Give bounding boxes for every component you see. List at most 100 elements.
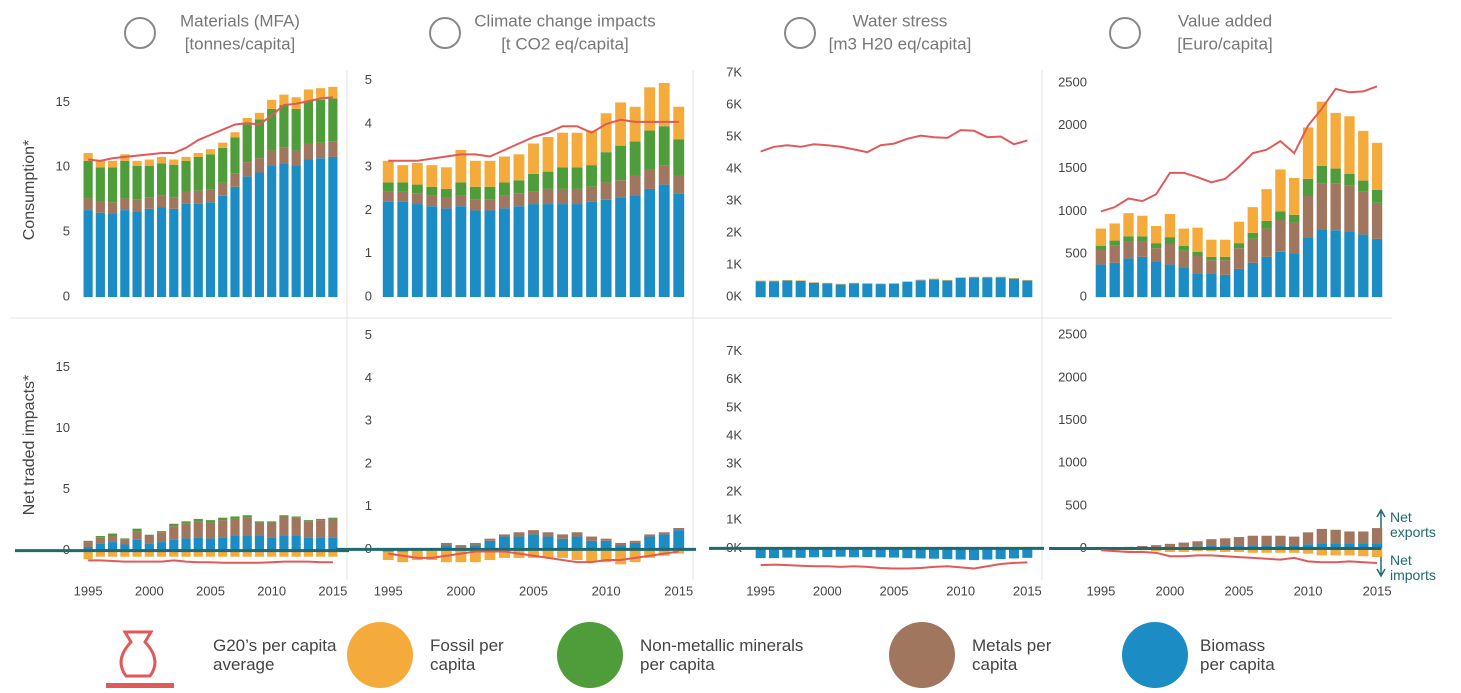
bar-segment: [600, 538, 612, 541]
bar-segment: [586, 186, 598, 202]
bar-segment: [902, 281, 913, 282]
bar-segment: [303, 159, 313, 298]
bar-segment: [397, 551, 409, 563]
bar-segment: [1009, 548, 1019, 559]
bar-segment: [1358, 234, 1369, 298]
bar-segment: [469, 542, 481, 546]
bar-segment: [1192, 541, 1203, 547]
y-tick-label: 2: [365, 202, 372, 217]
bar-segment: [267, 537, 277, 551]
bar-segment: [181, 156, 191, 161]
y-tick-label: 2500: [1058, 327, 1087, 342]
average-line: [88, 559, 333, 564]
bar-segment: [1316, 101, 1328, 166]
bar-segment: [267, 108, 277, 151]
bar-segment: [1275, 535, 1286, 546]
bar-segment: [644, 130, 656, 170]
bar-segment: [499, 536, 510, 550]
bar-segment: [1330, 230, 1341, 298]
y-tick-label: 7K: [726, 65, 742, 80]
y-tick-label: 10: [56, 420, 70, 435]
bar-segment: [440, 208, 452, 298]
bar-segment: [1316, 166, 1328, 184]
bar-segment: [469, 210, 481, 298]
bar-segment: [132, 211, 142, 298]
bar-segment: [809, 282, 819, 283]
bar-segment: [1358, 130, 1369, 181]
bar-segment: [108, 533, 118, 536]
bar-segment: [629, 540, 641, 543]
bar-segment: [915, 280, 926, 298]
bar-segment: [95, 201, 105, 213]
bar-segment: [469, 186, 481, 200]
bar-segment: [1095, 245, 1107, 250]
bar-segment: [1247, 238, 1258, 263]
bar-segment: [658, 126, 670, 166]
row-label: Net traded impacts*: [21, 375, 38, 516]
bar-segment: [1261, 220, 1272, 229]
bar-segment: [108, 550, 118, 557]
bar-segment: [769, 548, 779, 559]
bar-segment: [254, 535, 265, 551]
bar-segment: [193, 537, 203, 551]
bar-segment: [291, 166, 301, 298]
annotation: Net imports: [1390, 552, 1436, 583]
bar-segment: [995, 548, 1006, 559]
y-tick-label: 500: [1065, 497, 1087, 512]
bar-segment: [862, 548, 873, 558]
bar-segment: [156, 156, 167, 164]
x-tick-label: 1995: [746, 583, 775, 598]
bar-segment: [542, 137, 554, 172]
bar-segment: [1289, 214, 1300, 223]
bar-segment: [303, 520, 313, 522]
bar-segment: [382, 551, 394, 561]
bar-segment: [484, 538, 496, 541]
bar-segment: [1233, 243, 1245, 249]
bar-segment: [328, 141, 338, 157]
x-tick-label: 2005: [196, 583, 225, 598]
bar-segment: [1371, 190, 1383, 203]
annotation: Net exports: [1390, 509, 1436, 540]
bar-segment: [929, 548, 939, 559]
bar-segment: [242, 176, 252, 298]
bar-segment: [267, 150, 277, 166]
bar-segment: [499, 195, 510, 209]
bar-segment: [95, 160, 105, 168]
bar-segment: [1192, 256, 1203, 274]
bar-segment: [1371, 202, 1383, 239]
column-title: Materials (MFA): [180, 11, 300, 30]
bar-segment: [1109, 245, 1120, 263]
y-tick-label: 5: [365, 72, 372, 87]
bar-segment: [267, 550, 277, 557]
x-tick-label: 2005: [880, 583, 909, 598]
bar-segment: [929, 279, 939, 298]
bar-segment: [303, 537, 313, 551]
bar-segment: [644, 549, 656, 558]
bar-segment: [571, 188, 583, 205]
legend-underline: [106, 683, 174, 688]
bar-segment: [889, 548, 899, 558]
bar-segment: [1220, 274, 1231, 298]
bar-segment: [499, 182, 510, 196]
bar-segment: [291, 108, 301, 151]
bar-segment: [205, 538, 216, 551]
bar-segment: [1344, 116, 1355, 174]
bar-segment: [615, 145, 627, 181]
bar-segment: [455, 182, 467, 196]
bar-segment: [629, 542, 641, 550]
y-tick-label: 2500: [1058, 74, 1087, 89]
y-tick-label: 5: [63, 481, 70, 496]
bar-segment: [279, 163, 289, 298]
bar-segment: [1137, 256, 1148, 298]
bar-segment: [303, 550, 313, 557]
y-tick-label: 500: [1065, 246, 1087, 261]
bar-segment: [658, 534, 670, 550]
bar-segment: [982, 277, 993, 298]
bar-segment: [440, 545, 452, 550]
bar-segment: [1095, 264, 1107, 298]
bar-segment: [1316, 548, 1328, 556]
bar-segment: [169, 550, 179, 557]
bar-segment: [181, 550, 191, 557]
bar-segment: [902, 548, 913, 559]
